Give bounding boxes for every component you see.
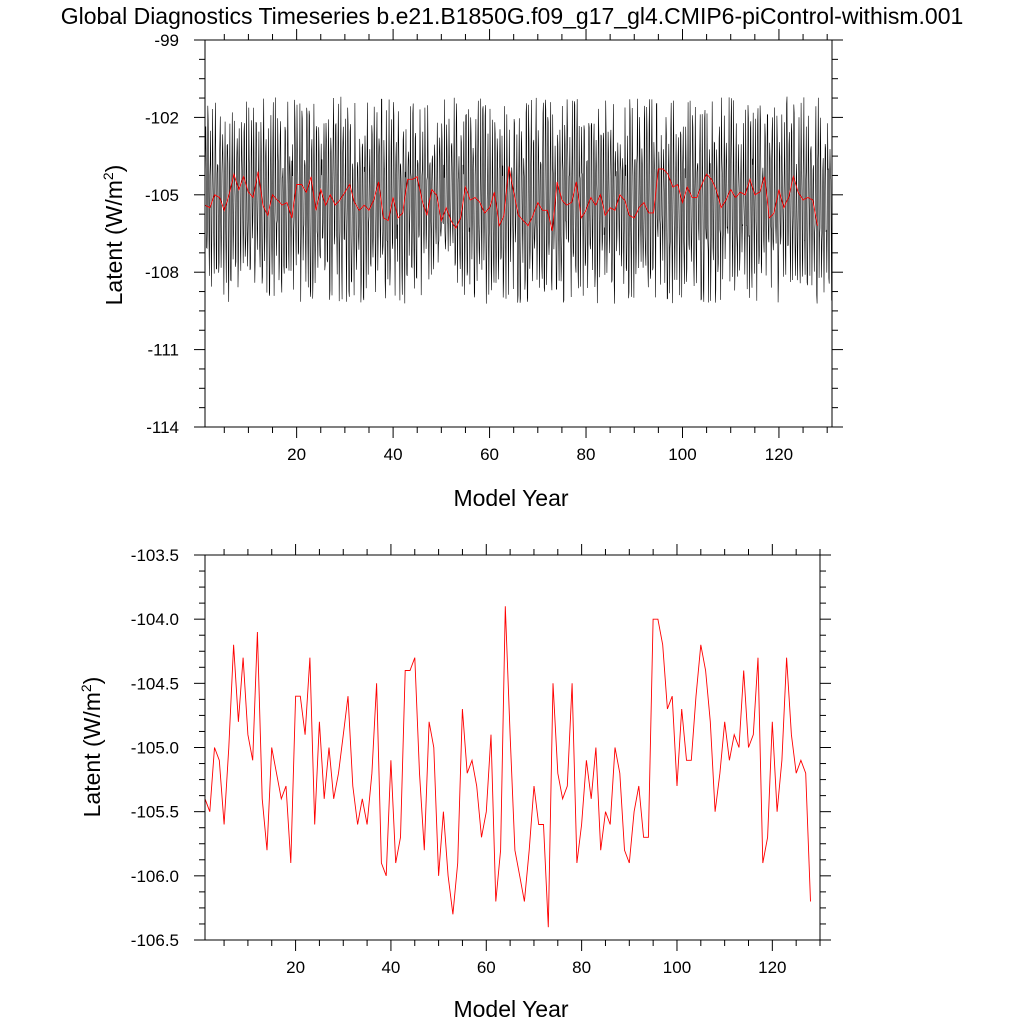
bottom-chart-ylabel-sup: 2 [78,684,94,692]
top-chart-ytick-label: -99 [154,31,179,50]
bottom-chart-xtick-label: 120 [758,958,786,977]
top-chart-xtick-label: 60 [480,445,499,464]
top-chart-xtick-label: 80 [577,445,596,464]
top-chart-xtick-label: 120 [765,445,793,464]
top-chart-ylabel-close: ) [101,165,127,173]
bottom-chart-ylabel-close: ) [79,677,105,685]
top-chart-xtick-label: 20 [287,445,306,464]
top-chart-ylabel-sup: 2 [100,172,116,180]
top-chart-ylabel-main: Latent (W/m [101,180,127,305]
figure-title: Global Diagnostics Timeseries b.e21.B185… [60,3,964,29]
bottom-chart-xtick-label: 100 [663,958,691,977]
bottom-chart-xtick-label: 40 [381,958,400,977]
bottom-chart-ylabel-main: Latent (W/m [79,692,105,817]
top-chart-xlabel: Model Year [453,485,568,511]
bottom-chart-ytick-label: -104.0 [131,610,179,629]
bottom-chart-xlabel: Model Year [453,996,568,1022]
bottom-chart-frame-group: 20 40 60 80 100 120 -106.5 -106.0 -105.5 -105.0 -1… [131,544,831,977]
bottom-chart-ytick-label: -106.5 [131,931,179,950]
bottom-chart-xtick-label: 20 [286,958,305,977]
bottom-chart-ytick-label: -106.0 [131,867,179,886]
bottom-chart-series-annual-mean [204,606,811,928]
top-chart-ylabel: Latent (W/m2) [100,165,127,306]
bottom-chart-ytick-label: -103.5 [131,546,179,565]
top-chart-series-monthly [204,96,833,304]
top-chart-frame-group: 20 40 60 80 100 120 -114 -111 -108 -105 -102 -99 [145,29,843,464]
top-chart-series-annual-mean [204,166,818,232]
bottom-chart-ytick-label: -105.0 [131,739,179,758]
top-chart-xtick-label: 40 [384,445,403,464]
top-chart-ytick-label: -108 [145,263,179,282]
bottom-chart-ytick-label: -104.5 [131,674,179,693]
top-chart-ytick-label: -105 [145,186,179,205]
bottom-chart-xtick-label: 60 [477,958,496,977]
top-chart-xtick-label: 100 [668,445,696,464]
top-chart-ytick-label: -114 [146,418,179,437]
top-chart-ytick-label: -102 [145,108,179,127]
top-chart-ytick-label: -111 [147,341,179,360]
bottom-chart-ytick-label: -105.5 [131,803,179,822]
bottom-chart-ylabel: Latent (W/m2) [78,677,105,818]
bottom-chart-xtick-label: 80 [572,958,591,977]
